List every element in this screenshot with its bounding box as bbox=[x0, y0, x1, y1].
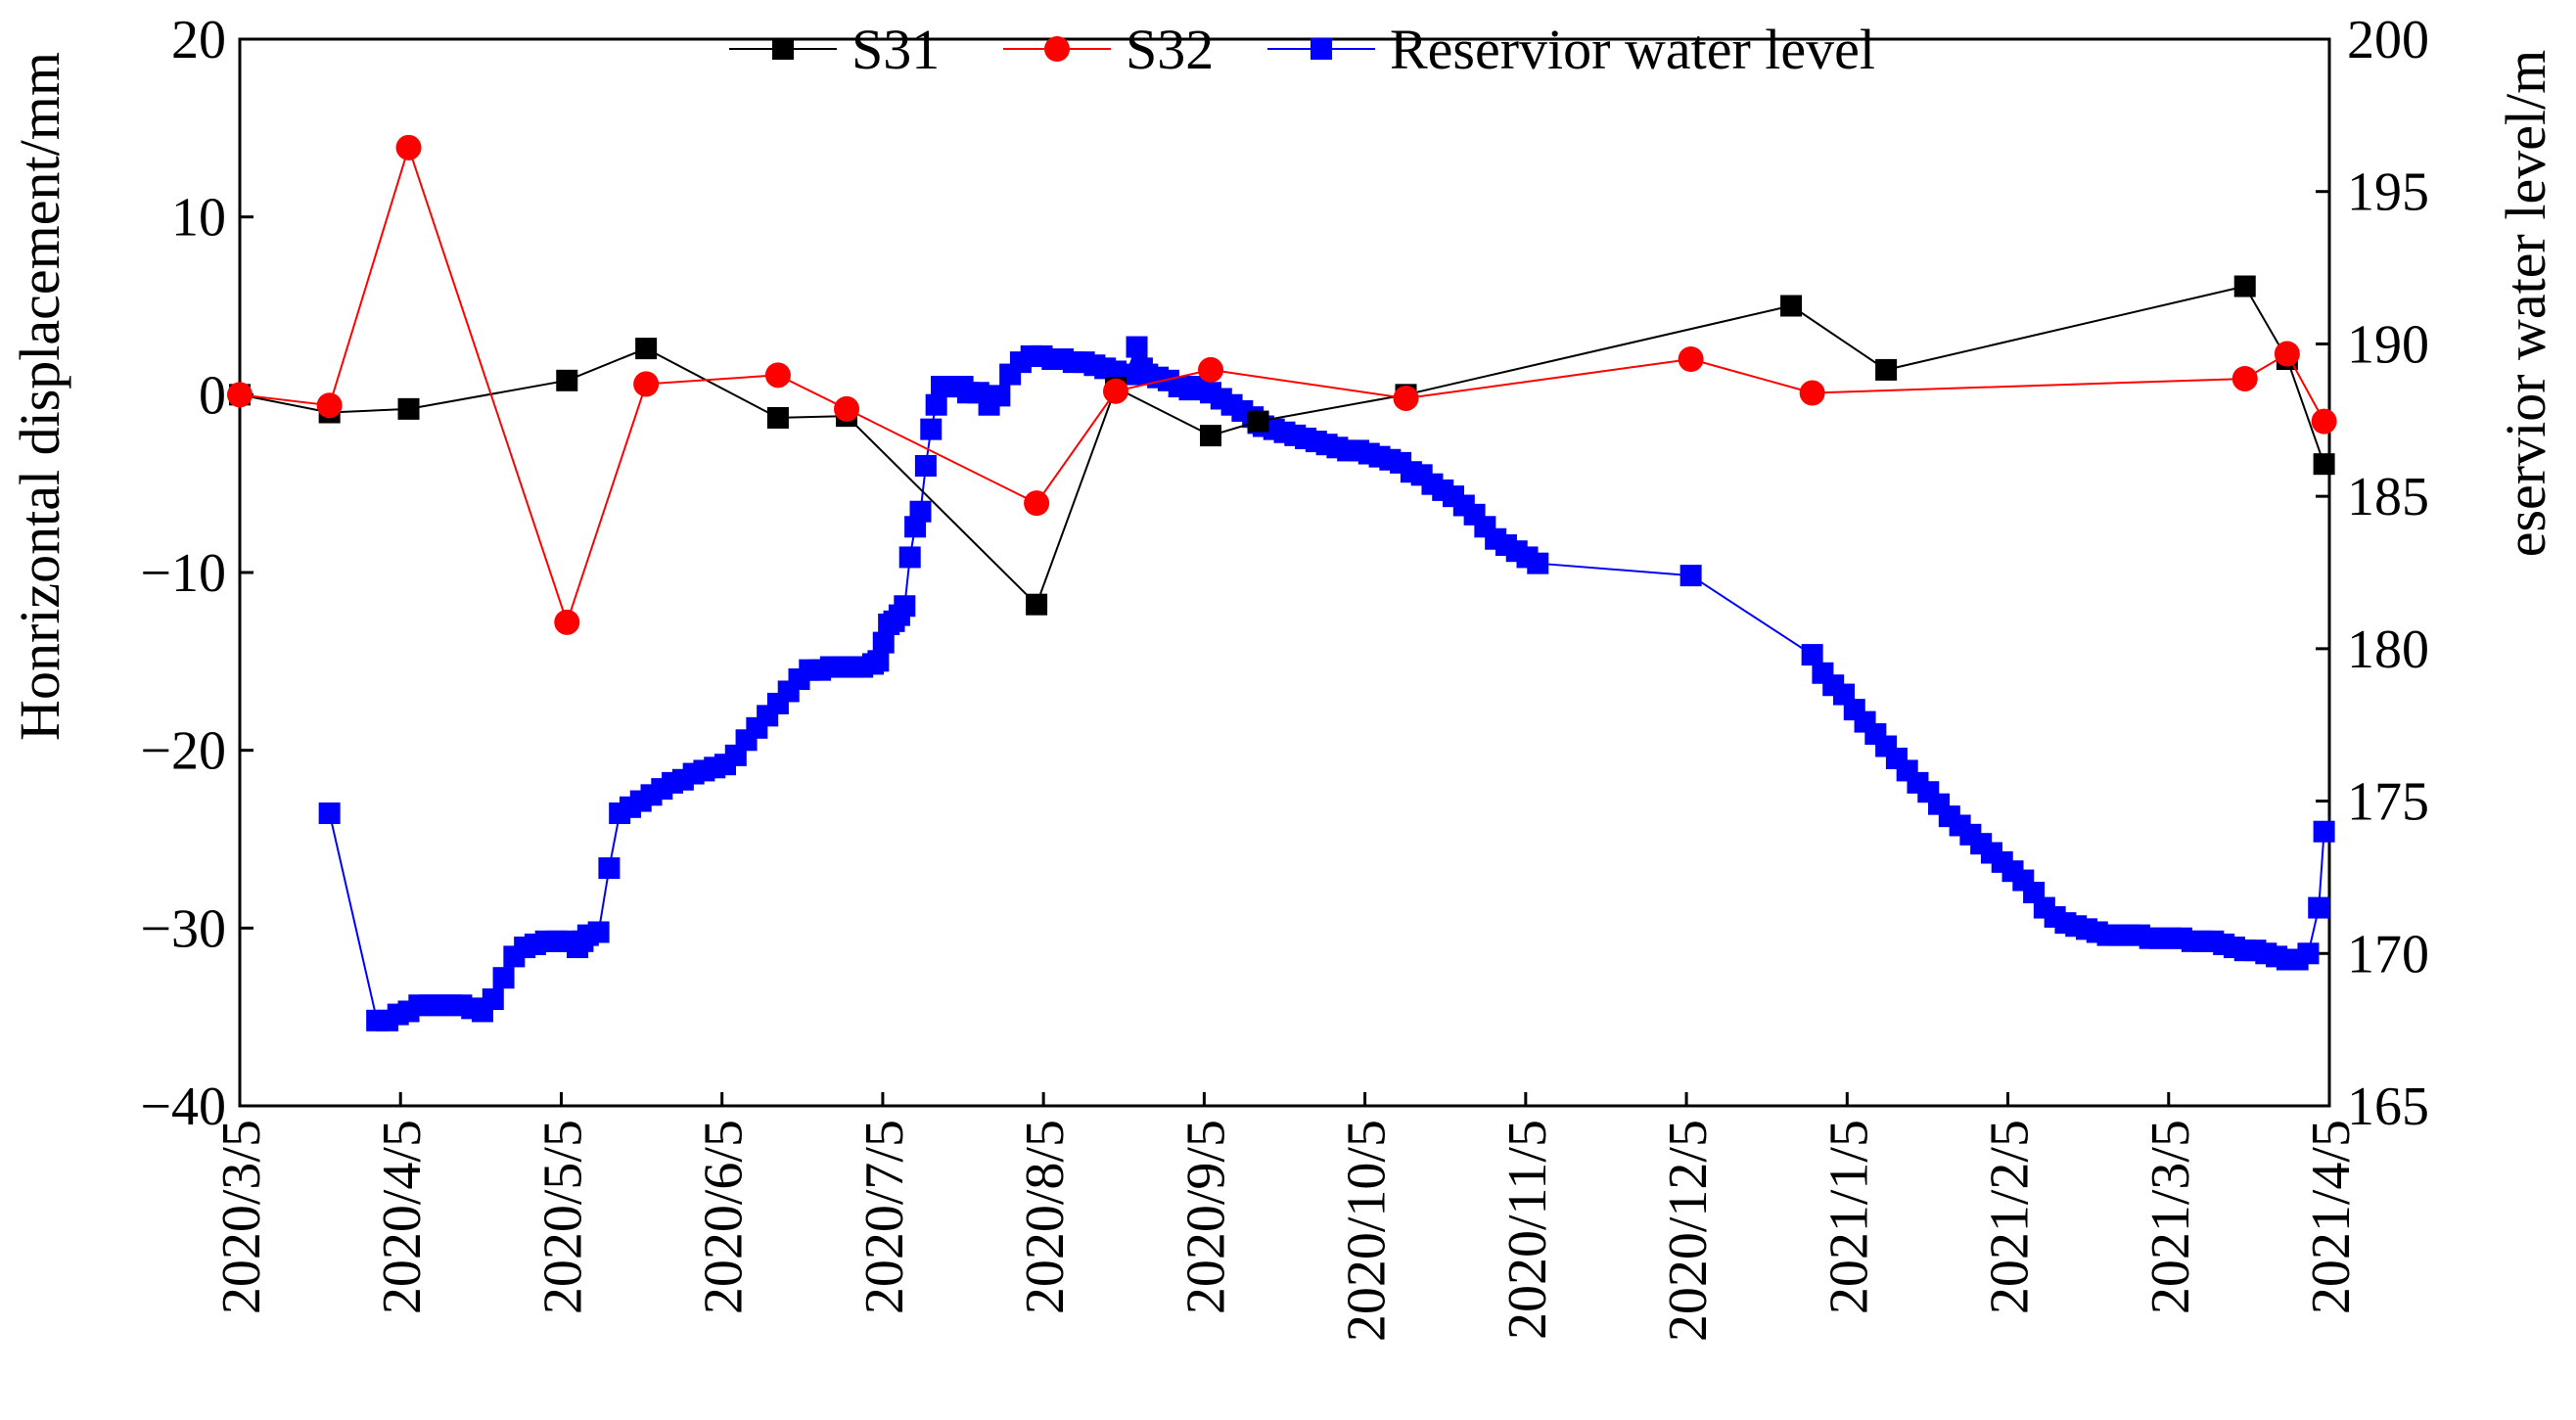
series-layer bbox=[227, 134, 2337, 1031]
data-point bbox=[920, 418, 943, 440]
data-point bbox=[925, 393, 947, 416]
x-axis: 2020/3/5 2020/4/5 2020/5/5 2020/6/5 2020/7/5… bbox=[211, 1092, 2362, 1342]
x-tick-label: 2020/9/5 bbox=[1175, 1120, 1236, 1314]
series-line bbox=[239, 144, 2325, 626]
data-point bbox=[1200, 425, 1222, 447]
series-s32 bbox=[227, 134, 2337, 635]
data-point bbox=[2308, 896, 2330, 919]
x-tick-label: 2020/6/5 bbox=[694, 1120, 755, 1314]
data-point bbox=[834, 395, 860, 422]
data-point bbox=[1678, 346, 1704, 372]
data-point bbox=[1024, 490, 1050, 517]
x-tick-label: 2020/7/5 bbox=[854, 1120, 915, 1314]
right-y-axis: 200 195 190 185 180 175 170 165 bbox=[2316, 10, 2429, 1137]
data-point bbox=[764, 362, 791, 389]
x-tick-label: 2020/11/5 bbox=[1497, 1120, 1558, 1340]
legend-item: Reservior water level bbox=[1267, 18, 1875, 81]
legend-marker bbox=[772, 38, 794, 60]
legend-marker bbox=[1044, 36, 1070, 62]
legend-label: S32 bbox=[1126, 18, 1214, 81]
data-point bbox=[1198, 356, 1224, 383]
data-point bbox=[1527, 552, 1549, 574]
right-tick-label: 195 bbox=[2347, 162, 2429, 223]
series-water-level bbox=[318, 336, 2335, 1031]
data-point bbox=[1393, 385, 1419, 411]
right-tick-label: 185 bbox=[2347, 467, 2429, 527]
data-point bbox=[2297, 942, 2320, 965]
data-point bbox=[2274, 341, 2300, 367]
data-point bbox=[316, 392, 343, 419]
data-point bbox=[1679, 565, 1702, 587]
data-point bbox=[227, 382, 253, 408]
right-tick-label: 180 bbox=[2347, 619, 2429, 680]
data-point bbox=[872, 631, 895, 654]
data-point bbox=[554, 609, 580, 635]
data-point bbox=[1247, 410, 1269, 433]
right-tick-label: 190 bbox=[2347, 314, 2429, 375]
x-tick-label: 2021/2/5 bbox=[1980, 1120, 2041, 1314]
legend-label: Reservior water level bbox=[1390, 18, 1875, 81]
data-point bbox=[1102, 378, 1128, 404]
y-axis-title: Honrizontal displacement/mm bbox=[8, 52, 71, 741]
right-tick-label: 200 bbox=[2347, 10, 2429, 70]
x-tick-label: 2020/10/5 bbox=[1337, 1120, 1398, 1342]
data-point bbox=[492, 967, 515, 989]
left-tick-label: 10 bbox=[171, 188, 226, 249]
data-point bbox=[2313, 453, 2335, 476]
data-point bbox=[2313, 820, 2335, 843]
data-point bbox=[2231, 365, 2258, 391]
data-point bbox=[556, 369, 578, 391]
x-tick-label: 2021/3/5 bbox=[2140, 1120, 2201, 1314]
right-tick-label: 175 bbox=[2347, 772, 2429, 833]
data-point bbox=[633, 371, 660, 397]
x-tick-label: 2020/3/5 bbox=[211, 1120, 272, 1314]
data-point bbox=[598, 857, 621, 880]
right-tick-label: 165 bbox=[2347, 1076, 2429, 1137]
data-point bbox=[1780, 295, 1803, 317]
y2-axis-title: eservior water level/m bbox=[2494, 50, 2557, 558]
data-point bbox=[867, 650, 890, 672]
legend: S31 S32 Reservior water level bbox=[729, 18, 1875, 81]
right-tick-label: 170 bbox=[2347, 924, 2429, 985]
data-point bbox=[909, 500, 932, 523]
legend-item: S31 bbox=[729, 18, 940, 81]
x-tick-label: 2020/4/5 bbox=[372, 1120, 433, 1314]
x-tick-label: 2021/1/5 bbox=[1818, 1120, 1879, 1314]
left-tick-label: 0 bbox=[199, 365, 226, 426]
data-point bbox=[898, 546, 921, 569]
data-point bbox=[766, 406, 789, 429]
series-s31 bbox=[229, 275, 2335, 616]
data-point bbox=[587, 921, 610, 943]
data-point bbox=[2233, 275, 2256, 298]
left-tick-label: −10 bbox=[140, 543, 226, 604]
x-tick-label: 2020/12/5 bbox=[1658, 1120, 1719, 1342]
data-point bbox=[2311, 408, 2337, 435]
left-tick-label: 20 bbox=[171, 10, 226, 70]
data-point bbox=[318, 802, 341, 825]
legend-marker bbox=[1311, 38, 1332, 60]
left-y-axis: 20 10 0 −10 −20 −30 −40 bbox=[140, 10, 253, 1137]
legend-item: S32 bbox=[1003, 18, 1214, 81]
data-point bbox=[482, 988, 504, 1010]
data-point bbox=[914, 455, 937, 477]
data-point bbox=[894, 595, 916, 618]
data-point bbox=[395, 134, 422, 160]
left-tick-label: −20 bbox=[140, 721, 226, 782]
x-tick-label: 2021/4/5 bbox=[2301, 1120, 2362, 1314]
data-point bbox=[1801, 644, 1823, 666]
x-tick-label: 2020/5/5 bbox=[532, 1120, 593, 1314]
data-point bbox=[1126, 336, 1148, 358]
data-point bbox=[397, 397, 420, 420]
series-line bbox=[239, 285, 2325, 607]
data-point bbox=[1799, 380, 1825, 406]
legend-label: S31 bbox=[851, 18, 940, 81]
data-point bbox=[635, 338, 658, 360]
left-tick-label: −40 bbox=[140, 1076, 226, 1137]
left-tick-label: −30 bbox=[140, 898, 226, 959]
data-point bbox=[989, 385, 1011, 407]
data-point bbox=[1026, 593, 1048, 616]
data-point bbox=[1875, 358, 1898, 381]
x-tick-label: 2020/8/5 bbox=[1015, 1120, 1076, 1314]
